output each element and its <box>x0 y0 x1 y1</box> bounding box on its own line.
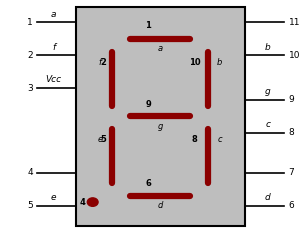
Text: e: e <box>51 193 57 202</box>
Text: 4: 4 <box>27 168 33 177</box>
Circle shape <box>87 198 98 206</box>
Text: 3: 3 <box>27 84 33 93</box>
Text: 5: 5 <box>100 135 106 144</box>
Text: Vcc: Vcc <box>46 75 62 84</box>
Text: d: d <box>265 193 271 202</box>
Text: 1: 1 <box>27 18 33 27</box>
Text: 8: 8 <box>191 135 197 144</box>
Text: 1: 1 <box>145 21 151 30</box>
Text: c: c <box>217 135 222 144</box>
Text: g: g <box>265 87 271 96</box>
Text: g: g <box>157 122 163 131</box>
Text: 6: 6 <box>145 179 151 188</box>
Bar <box>76 7 245 226</box>
Text: 9: 9 <box>145 100 151 109</box>
Text: 8: 8 <box>289 128 294 137</box>
Text: a: a <box>51 10 57 19</box>
Text: 2: 2 <box>27 51 33 60</box>
Text: 11: 11 <box>289 18 299 27</box>
Text: 2: 2 <box>100 58 106 67</box>
Text: 10: 10 <box>289 51 299 60</box>
Text: 9: 9 <box>289 95 294 104</box>
Text: a: a <box>157 44 163 53</box>
Text: b: b <box>265 43 271 51</box>
Text: d: d <box>157 201 163 210</box>
Text: f: f <box>99 58 102 67</box>
Text: b: b <box>217 58 222 67</box>
Text: 4: 4 <box>79 198 85 207</box>
Text: c: c <box>265 120 270 129</box>
Text: 6: 6 <box>289 201 294 210</box>
Text: 10: 10 <box>189 58 200 67</box>
Text: 7: 7 <box>289 168 294 177</box>
Text: f: f <box>52 43 55 51</box>
Text: 5: 5 <box>27 201 33 210</box>
Text: e: e <box>97 135 103 144</box>
